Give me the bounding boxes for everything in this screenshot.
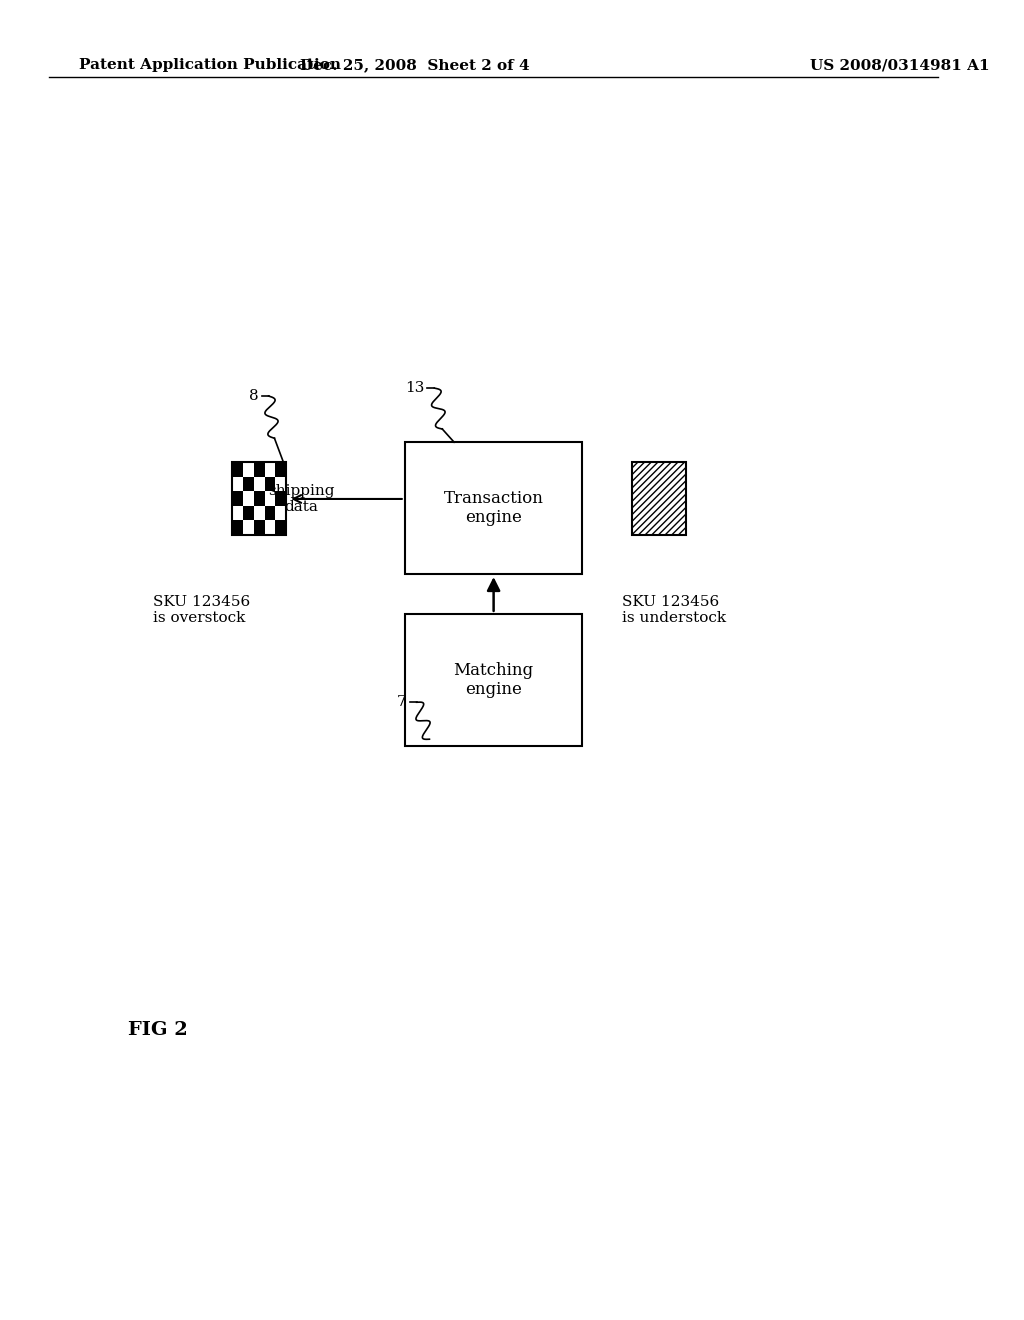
Text: shipping
data: shipping data — [268, 484, 335, 513]
Bar — [243, 506, 254, 520]
Bar — [243, 462, 254, 477]
Bar — [275, 506, 287, 520]
Text: 8: 8 — [249, 389, 259, 403]
Text: Transaction
engine: Transaction engine — [443, 490, 544, 527]
Text: SKU 123456
is overstock: SKU 123456 is overstock — [153, 595, 250, 624]
Text: Matching
engine: Matching engine — [454, 661, 534, 698]
Bar — [275, 491, 287, 506]
Text: Dec. 25, 2008  Sheet 2 of 4: Dec. 25, 2008 Sheet 2 of 4 — [300, 58, 529, 73]
Text: 13: 13 — [406, 381, 425, 395]
Bar — [254, 462, 264, 477]
Bar — [232, 462, 287, 535]
Bar — [232, 506, 243, 520]
Bar — [275, 462, 287, 477]
Bar — [404, 614, 583, 746]
Bar — [275, 520, 287, 535]
Bar — [264, 520, 275, 535]
Bar — [243, 477, 254, 491]
Text: 7: 7 — [397, 696, 407, 709]
Bar — [254, 491, 264, 506]
Text: FIG 2: FIG 2 — [128, 1020, 188, 1039]
Bar — [264, 491, 275, 506]
Bar — [264, 477, 275, 491]
Bar — [264, 506, 275, 520]
Bar — [275, 477, 287, 491]
Text: Patent Application Publication: Patent Application Publication — [79, 58, 341, 73]
Bar — [264, 462, 275, 477]
Bar — [243, 491, 254, 506]
Text: SKU 123456
is understock: SKU 123456 is understock — [622, 595, 726, 624]
Bar — [232, 520, 243, 535]
Bar — [254, 506, 264, 520]
Bar — [232, 491, 243, 506]
Bar — [232, 477, 243, 491]
Bar — [254, 477, 264, 491]
Bar — [232, 462, 243, 477]
Bar — [632, 462, 686, 535]
Bar — [404, 442, 583, 574]
Bar — [254, 520, 264, 535]
Text: US 2008/0314981 A1: US 2008/0314981 A1 — [810, 58, 989, 73]
Bar — [243, 520, 254, 535]
